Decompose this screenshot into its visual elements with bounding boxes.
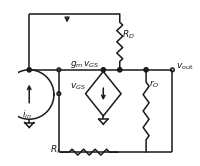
Text: $g_m\,v_{GS}$: $g_m\,v_{GS}$	[70, 59, 100, 70]
Circle shape	[118, 68, 122, 72]
Text: $v_{GS}$: $v_{GS}$	[70, 81, 86, 91]
Circle shape	[101, 68, 105, 72]
Text: $r_O$: $r_O$	[149, 79, 159, 90]
Text: $R_f$: $R_f$	[50, 143, 61, 156]
Text: $v_\mathrm{out}$: $v_\mathrm{out}$	[176, 61, 193, 72]
Text: $R_D$: $R_D$	[122, 28, 135, 41]
Text: $i_{in}$: $i_{in}$	[22, 109, 32, 121]
Circle shape	[144, 68, 148, 72]
Circle shape	[27, 68, 31, 72]
